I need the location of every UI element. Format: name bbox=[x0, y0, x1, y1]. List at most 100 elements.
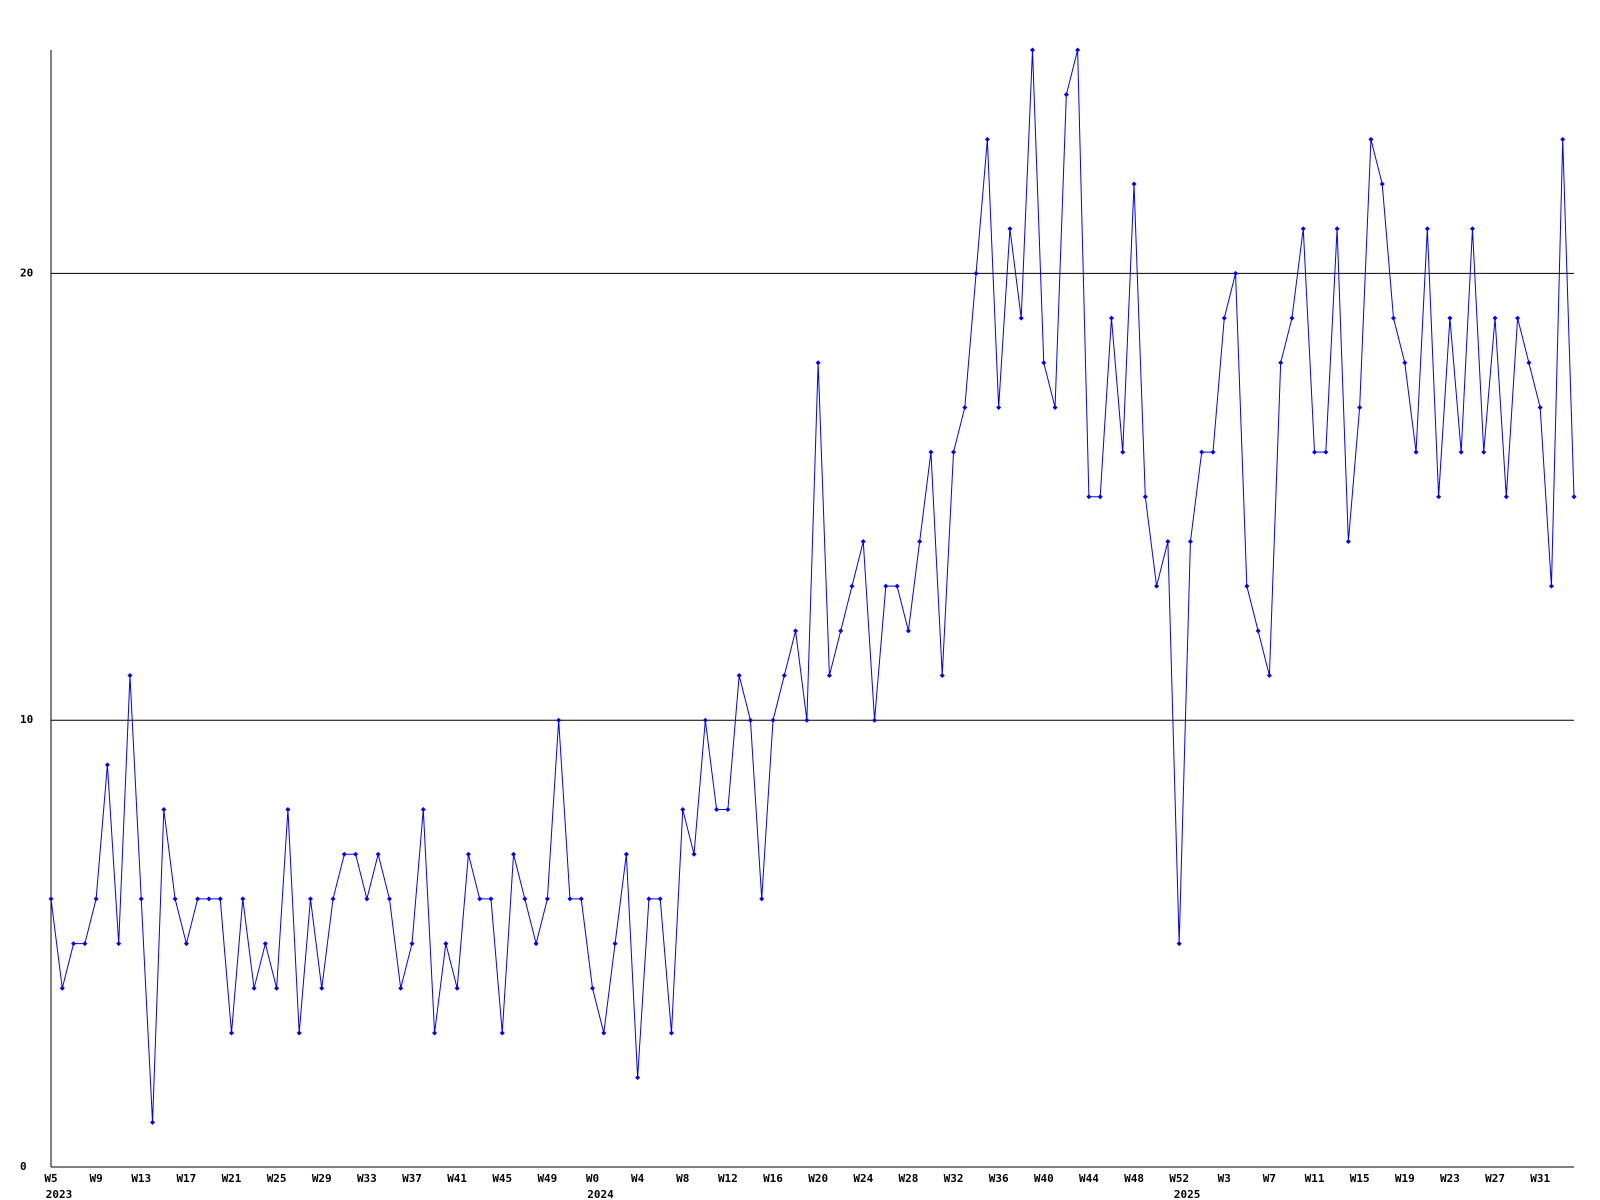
y-tick-label: 0 bbox=[20, 1160, 27, 1173]
data-point bbox=[1063, 92, 1069, 98]
data-point bbox=[793, 628, 799, 634]
x-tick-label: W36 bbox=[989, 1172, 1009, 1185]
data-point bbox=[319, 985, 325, 991]
data-point bbox=[714, 807, 720, 813]
data-point bbox=[375, 851, 381, 857]
data-point bbox=[522, 896, 528, 902]
x-tick-label: W23 bbox=[1440, 1172, 1460, 1185]
data-point bbox=[1300, 226, 1306, 232]
data-point bbox=[883, 583, 889, 589]
x-tick-label: W16 bbox=[763, 1172, 783, 1185]
data-point bbox=[217, 896, 223, 902]
data-point bbox=[962, 404, 968, 410]
data-point bbox=[398, 985, 404, 991]
data-point bbox=[262, 941, 268, 947]
data-point bbox=[894, 583, 900, 589]
data-point bbox=[1526, 360, 1532, 366]
data-point bbox=[973, 270, 979, 276]
data-point bbox=[1537, 404, 1543, 410]
data-point bbox=[556, 717, 562, 723]
data-point bbox=[240, 896, 246, 902]
data-point bbox=[951, 449, 957, 455]
data-point bbox=[274, 985, 280, 991]
data-point bbox=[860, 538, 866, 544]
data-point bbox=[590, 985, 596, 991]
data-point bbox=[477, 896, 483, 902]
data-point bbox=[48, 896, 54, 902]
data-point bbox=[872, 717, 878, 723]
data-point bbox=[82, 941, 88, 947]
data-line bbox=[50, 49, 1575, 1123]
data-point bbox=[1097, 494, 1103, 500]
data-point bbox=[1165, 538, 1171, 544]
data-point bbox=[1312, 449, 1318, 455]
data-point bbox=[1086, 494, 1092, 500]
data-point bbox=[1075, 47, 1081, 53]
data-point bbox=[578, 896, 584, 902]
x-tick-label: W0 bbox=[586, 1172, 599, 1185]
data-point bbox=[1221, 315, 1227, 321]
data-point bbox=[1323, 449, 1329, 455]
x-tick-label: W19 bbox=[1395, 1172, 1415, 1185]
data-point bbox=[1018, 315, 1024, 321]
data-point bbox=[172, 896, 178, 902]
data-point bbox=[443, 941, 449, 947]
data-point bbox=[465, 851, 471, 857]
data-point bbox=[251, 985, 257, 991]
data-point bbox=[454, 985, 460, 991]
data-point bbox=[1278, 360, 1284, 366]
x-tick-label: W48 bbox=[1124, 1172, 1144, 1185]
data-point bbox=[680, 807, 686, 813]
x-tick-label: W12 bbox=[718, 1172, 738, 1185]
data-point bbox=[815, 360, 821, 366]
data-point bbox=[138, 896, 144, 902]
data-point bbox=[702, 717, 708, 723]
data-point bbox=[691, 851, 697, 857]
data-point bbox=[353, 851, 359, 857]
data-point bbox=[1413, 449, 1419, 455]
data-point bbox=[905, 628, 911, 634]
data-point bbox=[1007, 226, 1013, 232]
data-point bbox=[759, 896, 765, 902]
data-point bbox=[1503, 494, 1509, 500]
data-point bbox=[93, 896, 99, 902]
data-point bbox=[1108, 315, 1114, 321]
data-point bbox=[499, 1030, 505, 1036]
x-tick-label: W3 bbox=[1218, 1172, 1231, 1185]
data-point bbox=[984, 136, 990, 142]
x-tick-label: W28 bbox=[898, 1172, 918, 1185]
data-point bbox=[1560, 136, 1566, 142]
data-point bbox=[1424, 226, 1430, 232]
data-point bbox=[567, 896, 573, 902]
data-point bbox=[804, 717, 810, 723]
data-point bbox=[1390, 315, 1396, 321]
data-point bbox=[1548, 583, 1554, 589]
x-tick-label: W8 bbox=[676, 1172, 689, 1185]
x-tick-label: W24 bbox=[853, 1172, 873, 1185]
data-point bbox=[646, 896, 652, 902]
x-tick-label: W15 bbox=[1350, 1172, 1370, 1185]
x-tick-label: W17 bbox=[176, 1172, 196, 1185]
x-tick-label: W33 bbox=[357, 1172, 377, 1185]
x-tick-label: W13 bbox=[131, 1172, 151, 1185]
data-point bbox=[1187, 538, 1193, 544]
data-point bbox=[307, 896, 313, 902]
data-point bbox=[1345, 538, 1351, 544]
data-point bbox=[127, 673, 133, 679]
x-tick-label: W44 bbox=[1079, 1172, 1099, 1185]
data-point bbox=[1244, 583, 1250, 589]
data-point bbox=[1289, 315, 1295, 321]
x-tick-label: W27 bbox=[1485, 1172, 1505, 1185]
data-point bbox=[1334, 226, 1340, 232]
data-point bbox=[939, 673, 945, 679]
data-point bbox=[296, 1030, 302, 1036]
data-point bbox=[1154, 583, 1160, 589]
data-point bbox=[195, 896, 201, 902]
data-point bbox=[330, 896, 336, 902]
data-point bbox=[1199, 449, 1205, 455]
data-point bbox=[826, 673, 832, 679]
data-point bbox=[1469, 226, 1475, 232]
data-point bbox=[386, 896, 392, 902]
x-tick-label: W9 bbox=[90, 1172, 103, 1185]
data-point bbox=[736, 673, 742, 679]
